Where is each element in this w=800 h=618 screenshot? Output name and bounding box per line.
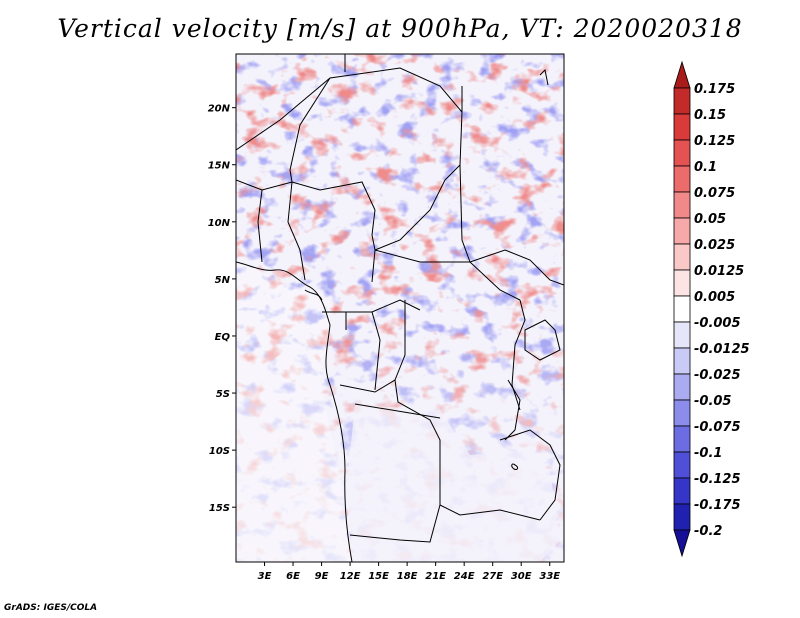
colorbar-swatch: [673, 139, 691, 167]
colorbar-label: 0.125: [694, 134, 735, 149]
lon-tick-label: 33E: [539, 571, 560, 582]
colorbar-swatch: [673, 503, 691, 531]
lon-tick-label: 12E: [340, 571, 361, 582]
colorbar-swatch: [673, 295, 691, 323]
colorbar-label: -0.1: [694, 446, 722, 461]
grads-credit: GrADS: IGES/COLA: [4, 603, 98, 613]
lat-tick-label: 15N: [208, 161, 231, 172]
colorbar-max-triangle: [673, 60, 691, 89]
lat-tick-label: 5S: [216, 389, 230, 400]
colorbar-label: -0.0125: [694, 342, 750, 357]
colorbar-swatch: [673, 347, 691, 375]
lon-tick-label: 6E: [286, 571, 300, 582]
lat-tick-label: EQ: [215, 332, 231, 343]
colorbar-swatch: [673, 451, 691, 479]
colorbar-label: -0.2: [694, 524, 722, 539]
colorbar-swatch: [673, 243, 691, 271]
colorbar-label: 0.05: [694, 212, 726, 227]
lat-tick-label: 10S: [209, 446, 230, 457]
colorbar-label: 0.175: [694, 82, 735, 97]
colorbar-min-triangle: [673, 529, 691, 558]
colorbar-label: -0.125: [694, 472, 741, 487]
colorbar: 0.175 0.15 0.125 0.1 0.075 0.05 0.025 0.0125 0.0…: [673, 60, 750, 558]
colorbar-swatch: [673, 321, 691, 349]
colorbar-label: -0.075: [694, 420, 741, 435]
colorbar-swatch: [673, 191, 691, 219]
lat-tick-label: 20N: [208, 104, 231, 115]
lon-tick-label: 3E: [258, 571, 272, 582]
colorbar-label: 0.075: [694, 186, 735, 201]
colorbar-label: 0.0125: [694, 264, 744, 279]
colorbar-swatch: [673, 269, 691, 297]
colorbar-label: -0.05: [694, 394, 731, 409]
colorbar-label: 0.005: [694, 290, 735, 305]
colorbar-swatch: [673, 87, 691, 115]
lon-tick-label: 9E: [315, 571, 329, 582]
colorbar-swatch: [673, 165, 691, 193]
colorbar-swatch: [673, 373, 691, 401]
colorbar-swatch: [673, 425, 691, 453]
colorbar-label: -0.025: [694, 368, 741, 383]
lon-tick-label: 27E: [482, 571, 503, 582]
longitude-axis: 3E 6E 9E 12E 15E 18E 21E 24E 27E 30E 33E: [258, 562, 560, 582]
plot-frame: [235, 53, 565, 563]
lat-tick-label: 10N: [208, 218, 231, 229]
colorbar-swatch: [673, 399, 691, 427]
country-borders: [236, 54, 564, 562]
lon-tick-label: 24E: [454, 571, 475, 582]
lat-tick-label: 15S: [209, 503, 230, 514]
colorbar-swatch: [673, 477, 691, 505]
latitude-axis: 20N 15N 10N 5N EQ 5S 10S 15S: [208, 104, 236, 514]
velocity-field: [236, 54, 564, 562]
colorbar-label: -0.005: [694, 316, 741, 331]
lon-tick-label: 30E: [511, 571, 532, 582]
lat-tick-label: 5N: [215, 275, 231, 286]
colorbar-label: 0.025: [694, 238, 735, 253]
lon-tick-label: 18E: [397, 571, 418, 582]
colorbar-label: -0.175: [694, 498, 741, 513]
lon-tick-label: 21E: [425, 571, 446, 582]
map-title: Vertical velocity [m/s] at 900hPa, VT: 2…: [57, 14, 743, 43]
colorbar-swatch: [673, 113, 691, 141]
colorbar-label: 0.15: [694, 108, 726, 123]
colorbar-swatch: [673, 217, 691, 245]
colorbar-label: 0.1: [694, 160, 717, 175]
lon-tick-label: 15E: [368, 571, 389, 582]
